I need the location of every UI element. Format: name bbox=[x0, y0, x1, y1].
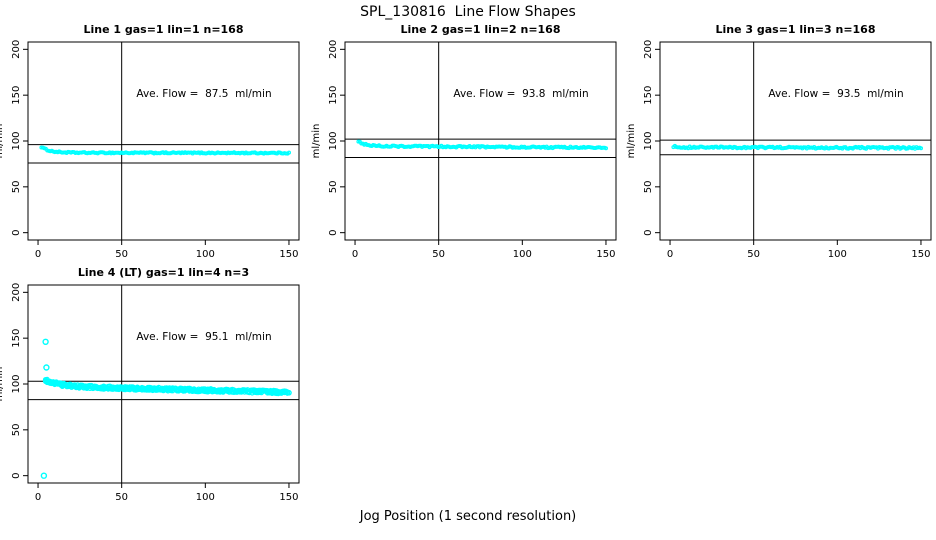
x-tick-label: 50 bbox=[115, 492, 128, 503]
panel1-plot: 0 50 100 150 0 50 100 150 200 ml/min bbox=[0, 40, 300, 260]
panel3-ave-flow-annotation: Ave. Flow = 93.5 ml/min bbox=[768, 88, 904, 100]
x-axis-label: Jog Position (1 second resolution) bbox=[359, 509, 577, 524]
y-tick-label: 200 bbox=[11, 283, 22, 302]
y-tick-label: 150 bbox=[328, 86, 339, 105]
x-tick-label: 100 bbox=[513, 249, 532, 260]
y-tick-label: 150 bbox=[11, 329, 22, 348]
data-points bbox=[356, 139, 609, 151]
outlier-point bbox=[43, 364, 50, 371]
x-tick-label: 100 bbox=[196, 492, 215, 503]
y-axis-label: ml/min bbox=[0, 124, 5, 159]
x-tick-label: 50 bbox=[747, 249, 760, 260]
outlier-point bbox=[40, 472, 48, 479]
plot-box bbox=[659, 41, 932, 241]
x-tick-label: 50 bbox=[115, 249, 128, 260]
x-tick-label: 0 bbox=[667, 249, 673, 260]
data-points bbox=[40, 338, 292, 479]
outlier-point bbox=[42, 338, 49, 345]
y-tick-label: 100 bbox=[328, 131, 339, 150]
y-tick-label: 0 bbox=[643, 229, 654, 235]
y-axis-label: ml/min bbox=[0, 367, 5, 402]
y-tick-label: 100 bbox=[11, 131, 22, 150]
x-tick-label: 150 bbox=[596, 249, 615, 260]
panel1-title: Line 1 gas=1 lin=1 n=168 bbox=[83, 23, 244, 36]
y-tick-label: 0 bbox=[11, 229, 22, 235]
y-tick-label: 0 bbox=[328, 229, 339, 235]
y-tick-label: 50 bbox=[11, 423, 22, 436]
y-axis-label: ml/min bbox=[311, 124, 322, 159]
data-points bbox=[39, 145, 292, 156]
x-tick-label: 150 bbox=[279, 249, 298, 260]
panel4-ave-flow-annotation: Ave. Flow = 95.1 ml/min bbox=[136, 331, 272, 343]
data-points bbox=[671, 143, 924, 151]
y-tick-label: 100 bbox=[643, 131, 654, 150]
panel3-title: Line 3 gas=1 lin=3 n=168 bbox=[715, 23, 876, 36]
panel2-ave-flow-annotation: Ave. Flow = 93.8 ml/min bbox=[453, 88, 589, 100]
plot-box bbox=[344, 41, 617, 241]
y-tick-label: 50 bbox=[643, 180, 654, 193]
y-tick-label: 200 bbox=[328, 40, 339, 59]
panel4-plot: 0 50 100 150 0 50 100 150 200 ml/min bbox=[0, 283, 300, 503]
y-tick-label: 200 bbox=[11, 40, 22, 59]
y-tick-label: 200 bbox=[643, 40, 654, 59]
x-tick-label: 150 bbox=[911, 249, 930, 260]
y-axis-label: ml/min bbox=[626, 124, 637, 159]
y-tick-label: 50 bbox=[328, 180, 339, 193]
plot-box bbox=[27, 41, 300, 241]
x-tick-label: 0 bbox=[35, 249, 41, 260]
y-tick-label: 0 bbox=[11, 472, 22, 478]
panel1-ave-flow-annotation: Ave. Flow = 87.5 ml/min bbox=[136, 88, 272, 100]
y-tick-label: 150 bbox=[11, 86, 22, 105]
panel2-plot: 0 50 100 150 0 50 100 150 200 ml/min bbox=[311, 40, 617, 260]
x-tick-label: 150 bbox=[279, 492, 298, 503]
x-tick-label: 50 bbox=[432, 249, 445, 260]
page-title: SPL_130816 Line Flow Shapes bbox=[360, 4, 576, 20]
y-tick-label: 100 bbox=[11, 374, 22, 393]
x-tick-label: 0 bbox=[35, 492, 41, 503]
panel2-title: Line 2 gas=1 lin=2 n=168 bbox=[400, 23, 561, 36]
y-tick-label: 50 bbox=[11, 180, 22, 193]
y-tick-label: 150 bbox=[643, 86, 654, 105]
x-tick-label: 100 bbox=[828, 249, 847, 260]
panel3-plot: 0 50 100 150 0 50 100 150 200 ml/min bbox=[626, 40, 932, 260]
x-tick-label: 0 bbox=[352, 249, 358, 260]
x-tick-label: 100 bbox=[196, 249, 215, 260]
panel4-title: Line 4 (LT) gas=1 lin=4 n=3 bbox=[77, 266, 250, 279]
